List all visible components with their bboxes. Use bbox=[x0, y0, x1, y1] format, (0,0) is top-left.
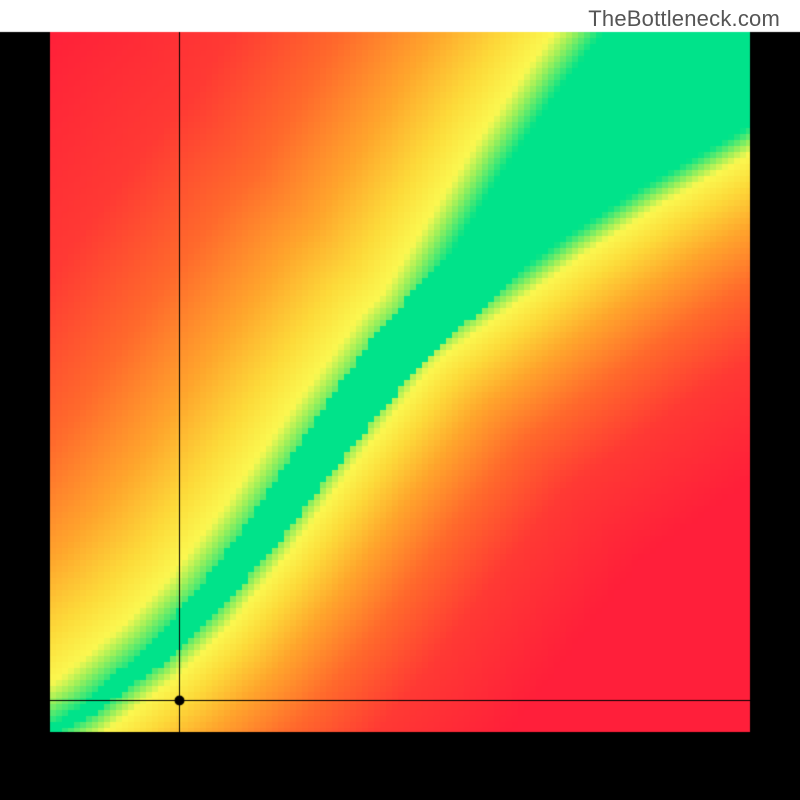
chart-container: { "watermark": { "text": "TheBottleneck.… bbox=[0, 0, 800, 800]
heatmap-canvas bbox=[0, 0, 800, 800]
watermark-text: TheBottleneck.com bbox=[588, 6, 780, 32]
